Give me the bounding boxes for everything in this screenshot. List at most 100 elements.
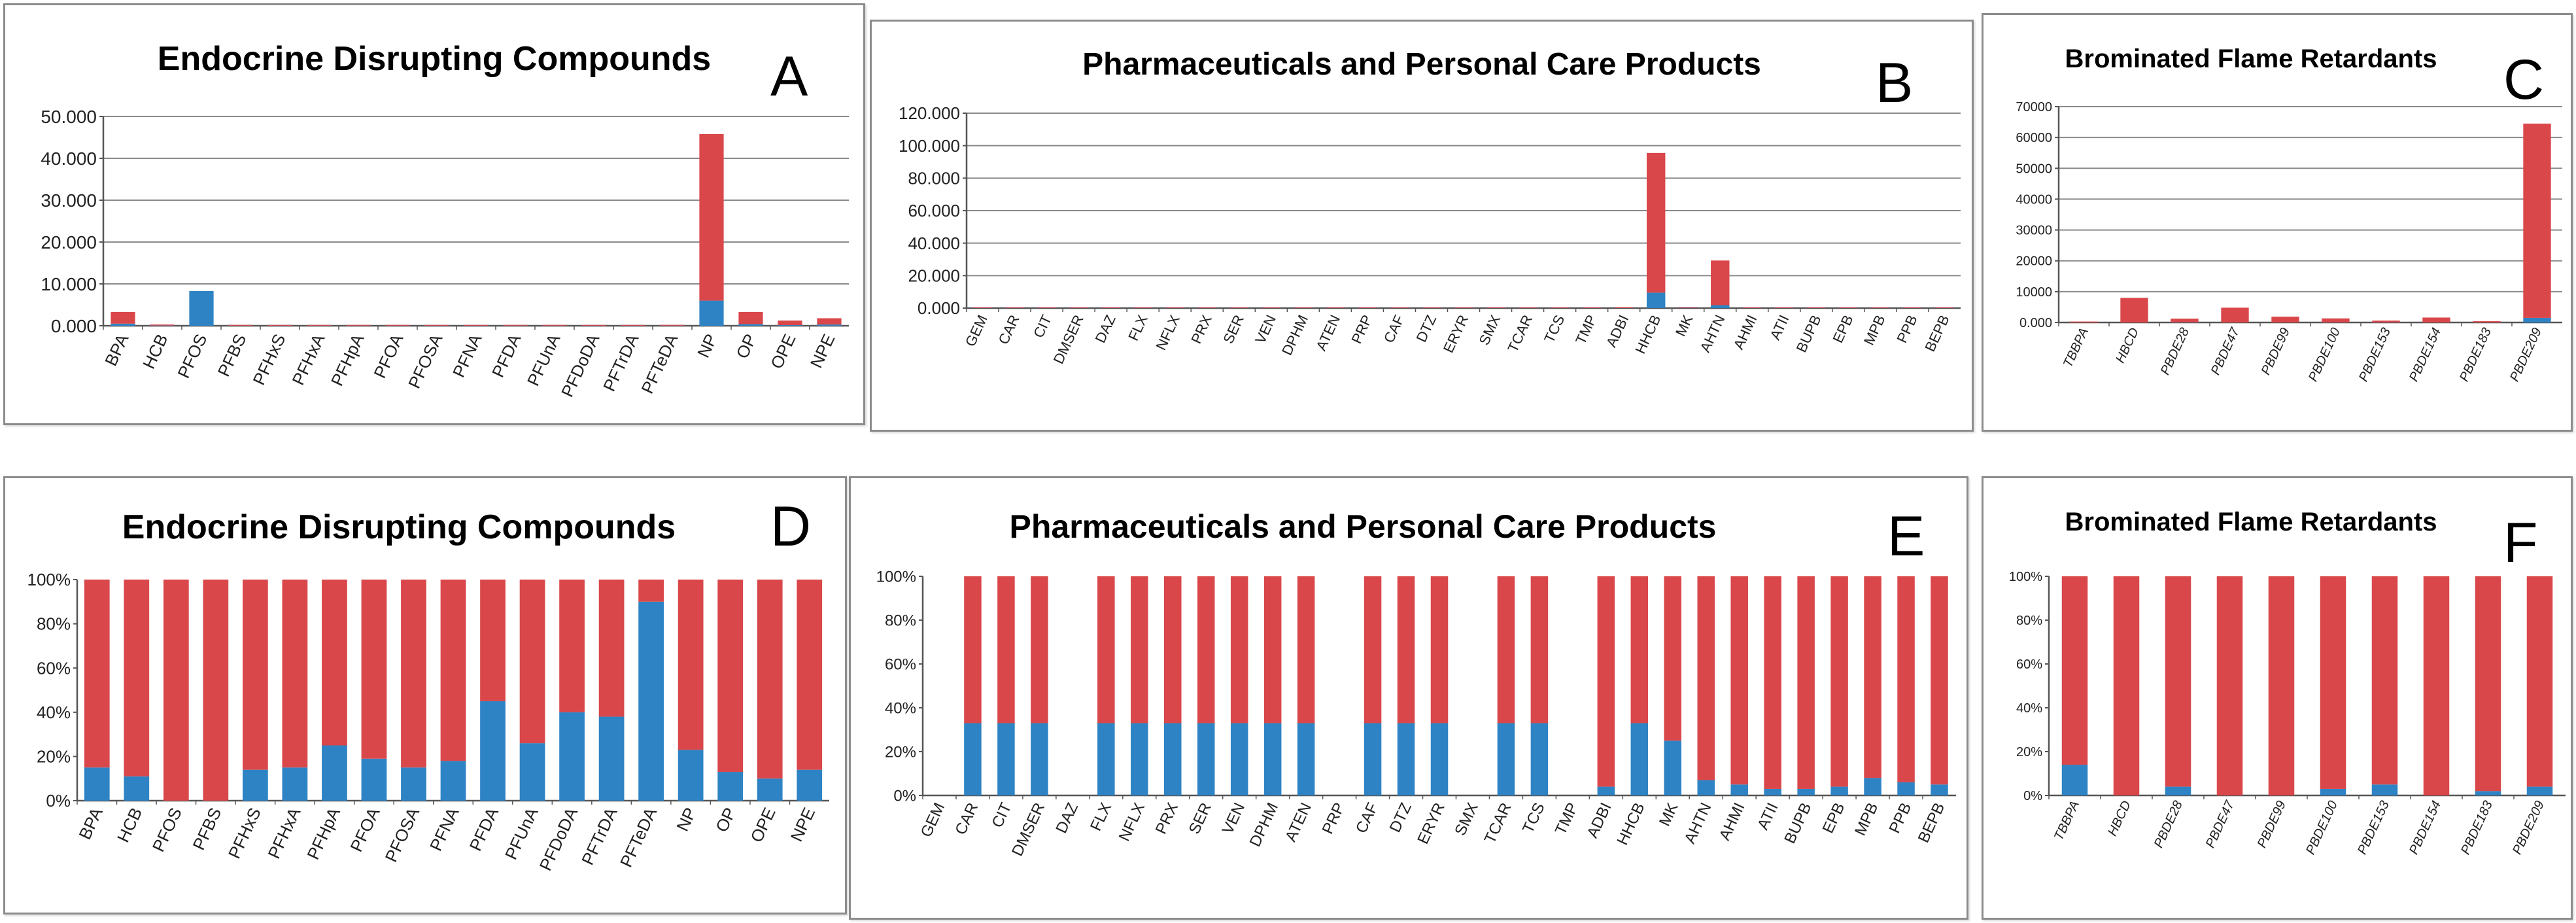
- y-tick-label: 100%: [27, 570, 71, 589]
- x-category-label: NPE: [806, 331, 839, 371]
- x-category-label: GEM: [918, 800, 949, 840]
- bar-segment-upper: [1131, 576, 1148, 723]
- bar-segment-lower: [1530, 723, 1549, 795]
- bar-segment-upper: [385, 324, 410, 326]
- x-category-label: PFNA: [426, 804, 463, 854]
- bar-segment-upper: [638, 580, 664, 602]
- y-tick-label: 20000: [2016, 254, 2052, 269]
- x-category-label: CAF: [1381, 313, 1407, 345]
- bar-segment-lower: [2371, 784, 2398, 795]
- x-category-label: PBDE100: [2306, 326, 2343, 384]
- bar-segment-upper: [2120, 298, 2148, 322]
- bar-segment-upper: [2271, 317, 2299, 322]
- bar-segment-upper: [2523, 123, 2551, 318]
- bar-segment-upper: [1864, 576, 1881, 778]
- bar-segment-lower: [2475, 791, 2501, 795]
- x-category-label: OPE: [746, 805, 779, 845]
- x-category-label: PFOS: [148, 805, 186, 855]
- bar-segment-lower: [1164, 723, 1182, 795]
- bar-segment-upper: [1730, 576, 1748, 785]
- y-tick-label: 80%: [885, 612, 916, 629]
- y-tick-label: 80%: [2016, 614, 2042, 628]
- x-category-label: MK: [1672, 312, 1696, 339]
- bar-segment-upper: [2171, 319, 2199, 322]
- x-category-label: PFNA: [449, 330, 486, 380]
- y-tick-label: 0%: [893, 787, 916, 805]
- bar-segment-upper: [1197, 576, 1215, 723]
- x-category-label: BEPB: [1915, 800, 1949, 845]
- panel-letter: B: [1876, 52, 1914, 114]
- x-category-label: PFDA: [488, 330, 525, 380]
- bar-segment-lower: [817, 324, 842, 326]
- bar-segment-upper: [738, 311, 763, 324]
- x-category-label: PRP: [1319, 800, 1348, 837]
- y-tick-label: 40%: [37, 703, 71, 722]
- bar-segment-lower: [1711, 305, 1730, 308]
- y-tick-label: 70000: [2016, 100, 2052, 114]
- x-category-label: DPHM: [1279, 313, 1311, 358]
- bar-segment-upper: [1454, 307, 1473, 308]
- bar-segment-upper: [2221, 307, 2249, 322]
- x-category-label: TCAR: [1504, 313, 1536, 355]
- bar-segment-lower: [1263, 723, 1282, 795]
- y-tick-label: 120.000: [899, 103, 960, 123]
- x-category-label: TCS: [1541, 313, 1568, 345]
- bar-segment-upper: [1550, 307, 1570, 308]
- bar-segment-upper: [598, 580, 625, 717]
- bar-segment-lower: [111, 323, 135, 326]
- y-tick-label: 80.000: [908, 168, 960, 188]
- bar-segment-lower: [2320, 788, 2346, 795]
- x-category-label: PBDE154: [2407, 326, 2444, 384]
- x-category-label: PFDoDA: [557, 330, 604, 400]
- x-category-label: NPE: [786, 805, 819, 845]
- x-category-label: PFTeDA: [637, 330, 681, 396]
- bar-segment-upper: [401, 580, 426, 768]
- bar-segment-upper: [1364, 576, 1382, 723]
- bar-segment-upper: [2216, 576, 2243, 795]
- panel-letter: E: [1887, 505, 1925, 568]
- x-category-label: SMX: [1475, 312, 1503, 347]
- bar-segment-upper: [1582, 307, 1602, 308]
- x-category-label: PBDE153: [2356, 326, 2394, 384]
- chart-title: Brominated Flame Retardants: [2065, 44, 2437, 73]
- x-category-label: DPHM: [1246, 800, 1282, 849]
- x-category-label: NP: [693, 331, 721, 360]
- bar-segment-upper: [1297, 576, 1315, 723]
- bar-segment-upper: [322, 580, 347, 746]
- x-category-label: ATII: [1767, 313, 1793, 343]
- bar-segment-upper: [1830, 576, 1848, 787]
- panel-letter: A: [770, 45, 808, 108]
- bar-segment-upper: [2061, 576, 2088, 765]
- bar-segment-upper: [1031, 576, 1048, 723]
- x-category-label: PBDE47: [2208, 325, 2243, 377]
- x-category-label: ADBI: [1584, 800, 1615, 841]
- bar-segment-upper: [464, 324, 489, 326]
- bar-segment-upper: [1797, 576, 1815, 789]
- x-category-label: SER: [1186, 800, 1215, 837]
- bar-segment-upper: [1422, 307, 1441, 308]
- y-tick-label: 0.000: [51, 316, 97, 336]
- x-category-label: PFOSA: [381, 804, 424, 865]
- x-category-label: CAR: [995, 313, 1022, 347]
- bar-segment-upper: [111, 311, 135, 324]
- x-category-label: PFUnA: [523, 330, 564, 389]
- bar-segment-upper: [1133, 307, 1152, 308]
- bar-segment-upper: [1358, 307, 1377, 308]
- bar-segment-upper: [267, 324, 292, 326]
- x-category-label: BEPB: [1921, 313, 1952, 355]
- y-tick-label: 40.000: [908, 234, 960, 253]
- bar-segment-upper: [243, 580, 268, 770]
- x-category-label: PFDA: [466, 804, 503, 854]
- panel-letter: C: [2503, 48, 2545, 111]
- bar-segment-upper: [1390, 307, 1409, 308]
- bar-segment-upper: [1097, 576, 1115, 723]
- bar-segment-upper: [1101, 307, 1120, 308]
- y-tick-label: 100%: [2009, 570, 2042, 584]
- bar-segment-lower: [1697, 780, 1715, 795]
- bar-segment-upper: [440, 580, 466, 761]
- x-category-label: ATEN: [1313, 313, 1343, 353]
- x-category-label: DMSER: [1050, 313, 1087, 367]
- x-category-label: PFBS: [214, 331, 250, 379]
- bar-segment-upper: [203, 580, 229, 801]
